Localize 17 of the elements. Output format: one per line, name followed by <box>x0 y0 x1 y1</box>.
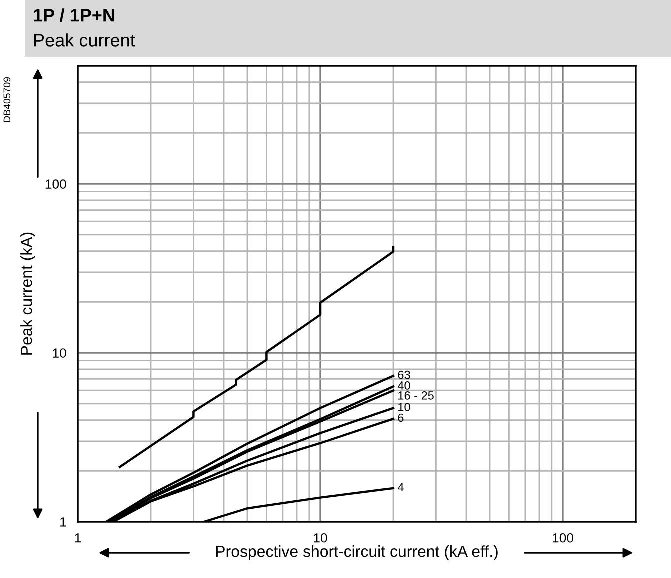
chart-title: 1P / 1P+N <box>34 8 114 22</box>
x-axis-title: Prospective short-circuit current (kA eff.) <box>216 546 498 560</box>
x-tick-label: 1 <box>75 534 82 543</box>
chart-subtitle: Peak current <box>34 34 136 47</box>
x-tick-label: 100 <box>553 533 574 543</box>
y-tick-label: 1 <box>60 518 66 527</box>
series-label: 40 <box>398 382 410 390</box>
text: DB405709 <box>4 77 11 122</box>
y-tick-label: 10 <box>53 348 66 358</box>
y-tick-label: 100 <box>46 180 66 190</box>
y-axis-title: Peak current (kA) <box>20 232 36 355</box>
series-label: 16 - 25 <box>398 392 434 400</box>
x-tick-label: 10 <box>314 533 328 543</box>
series-label: 4 <box>398 483 404 492</box>
series-label: 6 <box>398 414 404 422</box>
series-label: 10 <box>398 403 410 412</box>
series-label: 63 <box>398 370 410 380</box>
